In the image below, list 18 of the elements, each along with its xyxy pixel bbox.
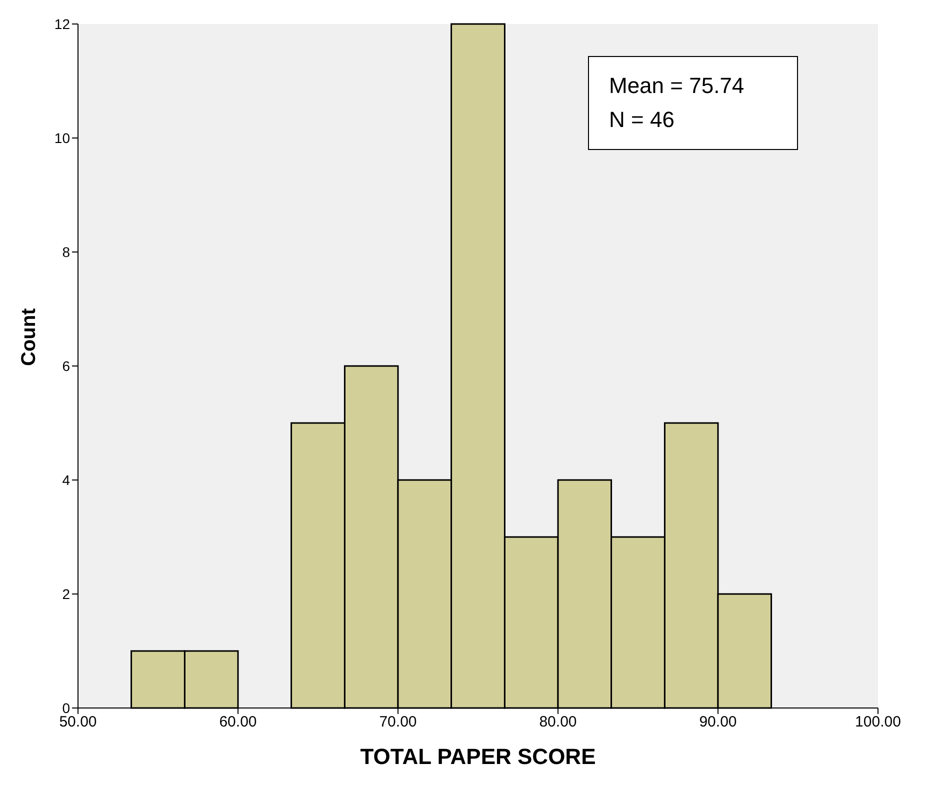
y-tick-label: 10: [54, 130, 70, 146]
annotation: Mean = 75.74: [609, 72, 746, 100]
y-tick-label: 2: [62, 586, 70, 602]
y-tick-label: 0: [62, 700, 70, 716]
note-box: Mean = 75.74 N = 46: [588, 56, 798, 150]
y-tick-label: 6: [62, 358, 70, 374]
x-axis-title: TOTAL PAPER SCORE: [360, 744, 596, 769]
y-tick-label: 12: [54, 16, 70, 32]
x-tick-label: 90.00: [699, 714, 737, 731]
x-tick-label: 50.00: [59, 714, 97, 731]
y-tick-label: 8: [62, 244, 70, 260]
y-tick-label: 4: [62, 472, 70, 488]
x-tick-label: 60.00: [219, 714, 257, 731]
annotation: N = 46: [609, 106, 676, 134]
y-axis-title: Count: [18, 308, 40, 366]
x-tick-label: 70.00: [379, 714, 417, 731]
x-tick-label: 80.00: [539, 714, 577, 731]
x-tick-label: 100.00: [855, 714, 901, 731]
